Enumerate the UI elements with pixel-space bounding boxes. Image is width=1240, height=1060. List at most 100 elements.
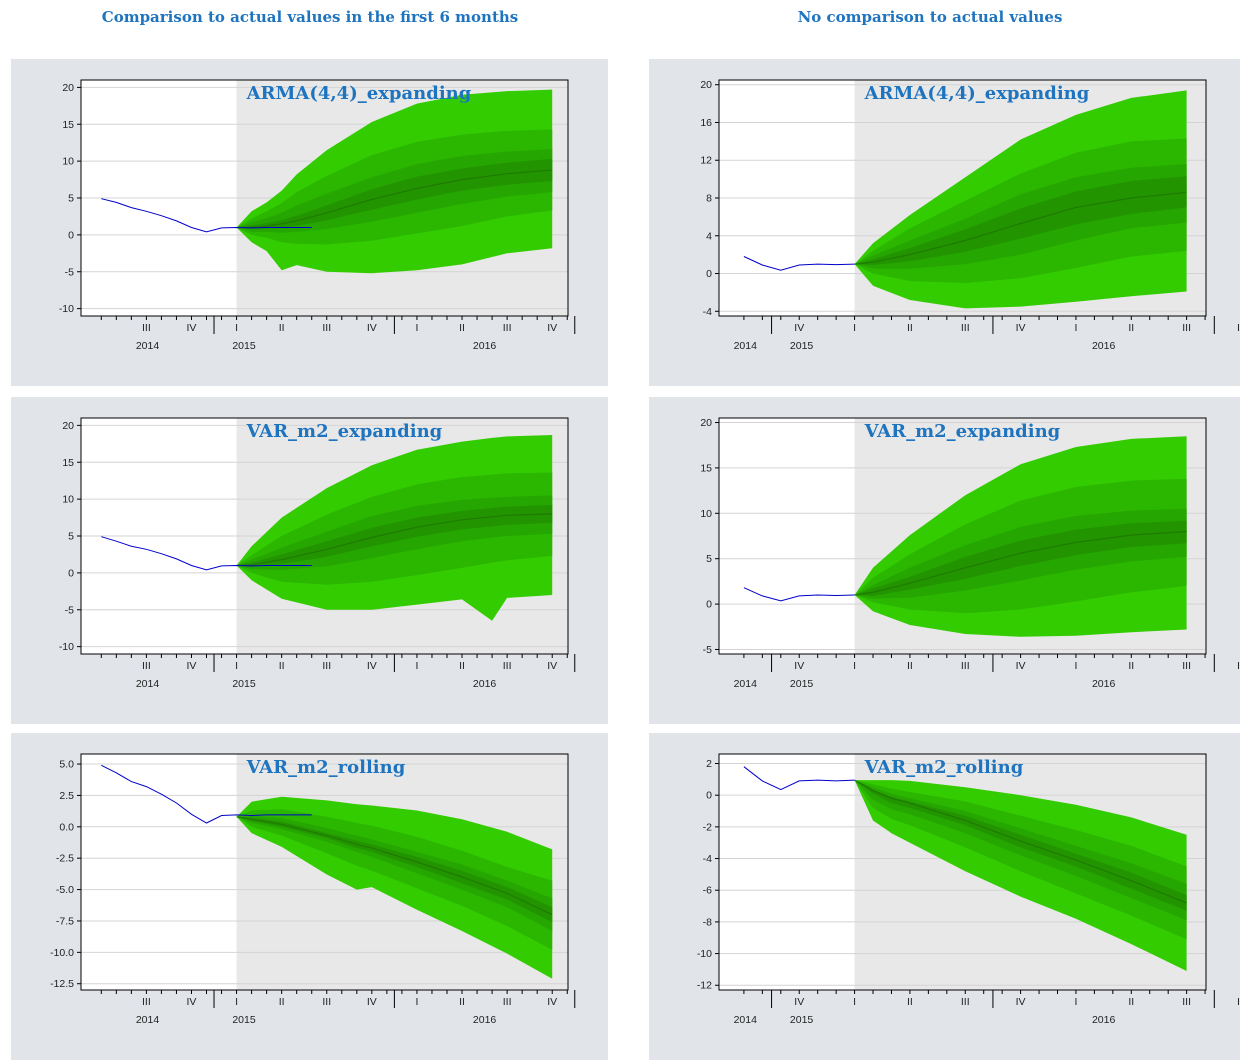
y-tick-label: -5 xyxy=(65,604,74,616)
y-tick-label: -5.0 xyxy=(56,884,74,896)
x-quarter-label: III xyxy=(1182,322,1191,334)
x-quarter-label: IV xyxy=(1237,660,1240,672)
y-tick-label: -10.0 xyxy=(50,947,74,959)
x-year-label: 2015 xyxy=(790,1014,814,1026)
x-quarter-label: III xyxy=(142,322,151,334)
x-quarter-label: IV xyxy=(367,322,377,334)
x-quarter-label: IV xyxy=(1237,996,1240,1008)
x-quarter-label: III xyxy=(1182,996,1191,1008)
x-quarter-label: I xyxy=(415,996,418,1008)
y-tick-label: -10 xyxy=(59,641,74,653)
x-year-label: 2015 xyxy=(790,340,814,352)
x-quarter-label: I xyxy=(415,660,418,672)
x-quarter-label: II xyxy=(1128,322,1134,334)
chart-panel-right-var-expanding: -505101520IVIIIIIIIVIIIIIIIV201420152016… xyxy=(649,397,1240,724)
y-tick-label: -5 xyxy=(703,644,712,656)
chart-svg: -12-10-8-6-4-202IVIIIIIIIVIIIIIIIV201420… xyxy=(697,753,1240,1026)
median-line xyxy=(854,779,1187,904)
x-quarter-label: III xyxy=(503,322,512,334)
x-quarter-label: III xyxy=(503,660,512,672)
x-quarter-label: III xyxy=(961,322,970,334)
x-year-label: 2015 xyxy=(232,678,256,690)
x-quarter-label: II xyxy=(279,996,285,1008)
x-quarter-label: I xyxy=(853,322,856,334)
median-line xyxy=(854,530,1187,596)
chart-title: ARMA(4,4)_expanding xyxy=(246,83,472,104)
right-column-title: No comparison to actual values xyxy=(797,8,1063,26)
x-quarter-label: IV xyxy=(1016,322,1026,334)
x-quarter-label: IV xyxy=(794,660,804,672)
y-tick-label: -10 xyxy=(697,948,712,960)
x-quarter-label: I xyxy=(1074,996,1077,1008)
y-tick-label: -6 xyxy=(703,885,712,897)
y-tick-label: -2 xyxy=(703,821,712,833)
chart-title: VAR_m2_expanding xyxy=(246,421,443,442)
chart-panel-left-var-rolling: -12.5 -10.0 -7.5 -5.0 -2.5 0.0 2.5 5.0 III IV I II I… xyxy=(11,733,608,1060)
x-year-label: 2014 xyxy=(734,678,758,690)
y-tick-label: -7.5 xyxy=(56,915,74,927)
y-tick-label: -12.5 xyxy=(50,978,74,990)
x-quarter-label: II xyxy=(459,660,465,672)
y-tick-label: -5 xyxy=(65,266,74,278)
x-quarter-label: I xyxy=(1074,660,1077,672)
chart-title: ARMA(4,4)_expanding xyxy=(864,83,1090,104)
chart-panel-left-arma: -10 -5 0 5 10 15 20 III IV I II III IV I II III IV 2014 20… xyxy=(11,59,608,386)
x-year-label: 2014 xyxy=(136,1014,160,1026)
left-column-title: Comparison to actual values in the first… xyxy=(101,8,519,26)
x-quarter-label: IV xyxy=(1237,322,1240,334)
actual-line xyxy=(743,256,855,271)
fan-band-4 xyxy=(854,520,1187,596)
actual-line xyxy=(101,198,312,233)
x-quarter-label: III xyxy=(322,996,331,1008)
y-tick-label: 8 xyxy=(706,193,712,205)
y-tick-label: 0 xyxy=(706,268,712,280)
y-tick-label: -10 xyxy=(59,303,74,315)
y-tick-label: 20 xyxy=(700,79,712,91)
y-tick-label: 15 xyxy=(62,119,74,131)
x-year-label: 2016 xyxy=(1092,340,1116,352)
x-quarter-label: II xyxy=(907,322,913,334)
chart-svg: -4048121620IVIIIIIIIVIIIIIIIV20142015201… xyxy=(700,79,1240,352)
y-tick-label: -8 xyxy=(703,916,712,928)
y-tick-label: 0 xyxy=(68,229,74,241)
x-quarter-label: II xyxy=(459,322,465,334)
chart-title: VAR_m2_rolling xyxy=(864,757,1024,778)
x-quarter-label: I xyxy=(1074,322,1077,334)
chart-title: VAR_m2_expanding xyxy=(864,421,1061,442)
y-tick-label: 2.5 xyxy=(59,790,74,802)
y-tick-label: 0 xyxy=(706,790,712,802)
x-quarter-label: I xyxy=(235,322,238,334)
x-quarter-label: III xyxy=(503,996,512,1008)
x-quarter-label: IV xyxy=(794,996,804,1008)
x-quarter-label: I xyxy=(853,996,856,1008)
y-tick-label: 5 xyxy=(706,553,712,565)
x-quarter-label: IV xyxy=(1016,660,1026,672)
y-tick-label: 20 xyxy=(62,420,74,432)
actual-line xyxy=(101,536,312,571)
y-tick-label: -4 xyxy=(703,853,712,865)
x-quarter-label: IV xyxy=(187,996,197,1008)
y-tick-label: 2 xyxy=(706,758,712,770)
x-quarter-label: III xyxy=(961,996,970,1008)
x-quarter-label: IV xyxy=(547,322,557,334)
y-tick-label: 4 xyxy=(706,230,712,242)
plot-frame xyxy=(718,753,1207,991)
y-tick-label: 10 xyxy=(62,494,74,506)
x-year-label: 2016 xyxy=(1092,678,1116,690)
x-quarter-label: IV xyxy=(547,996,557,1008)
x-year-label: 2015 xyxy=(232,340,256,352)
chart-panel-right-var-rolling: -12-10-8-6-4-202IVIIIIIIIVIIIIIIIV201420… xyxy=(649,733,1240,1060)
x-quarter-label: IV xyxy=(187,660,197,672)
y-tick-label: 5 xyxy=(68,193,74,205)
y-tick-label: 10 xyxy=(62,156,74,168)
x-year-label: 2016 xyxy=(473,678,497,690)
median-line xyxy=(236,169,553,229)
y-tick-label: 20 xyxy=(62,82,74,94)
median-line xyxy=(236,816,553,916)
x-quarter-label: IV xyxy=(547,660,557,672)
x-year-label: 2015 xyxy=(790,678,814,690)
y-tick-label: -4 xyxy=(703,306,712,318)
x-quarter-label: III xyxy=(961,660,970,672)
x-quarter-label: I xyxy=(415,322,418,334)
